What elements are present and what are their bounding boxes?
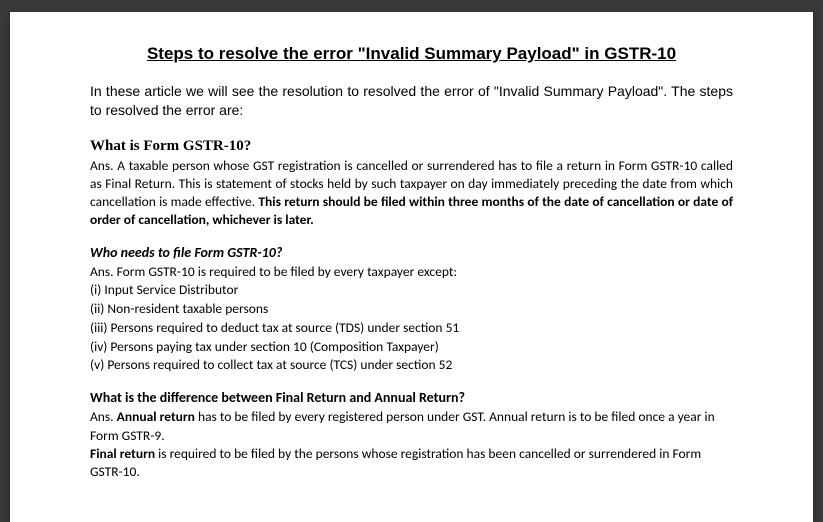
section2-list: (i) Input Service Distributor (ii) Non-r… (90, 281, 733, 375)
section2-intro-text: Form GSTR-10 is required to be filed by … (114, 263, 457, 280)
list-item: (iii) Persons required to deduct tax at … (90, 319, 733, 338)
section3-annual-return-label: Annual return (117, 408, 195, 425)
section3-heading: What is the difference between Final Ret… (90, 389, 733, 406)
section2-heading: Who needs to file Form GSTR-10? (90, 244, 733, 261)
list-item: (ii) Non-resident taxable persons (90, 300, 733, 319)
section3-line2-text: is required to be filed by the persons w… (90, 445, 701, 480)
section3-line1: Ans. Annual return has to be filed by ev… (90, 408, 733, 444)
section3-final-return-label: Final return (90, 445, 155, 462)
list-item: (iv) Persons paying tax under section 10… (90, 338, 733, 357)
list-item: (i) Input Service Distributor (90, 281, 733, 300)
document-page: Steps to resolve the error "Invalid Summ… (10, 12, 813, 522)
list-item: (v) Persons required to collect tax at s… (90, 356, 733, 375)
section3-line2: Final return is required to be filed by … (90, 445, 733, 481)
section2-intro: Ans. Form GSTR-10 is required to be file… (90, 263, 733, 281)
section3-ans-label: Ans. (90, 408, 117, 425)
section1-heading: What is Form GSTR-10? (90, 138, 733, 155)
section1-body: Ans. A taxable person whose GST registra… (90, 157, 733, 230)
intro-paragraph: In these article we will see the resolut… (90, 82, 733, 120)
page-title: Steps to resolve the error "Invalid Summ… (90, 44, 733, 64)
section2-ans-label: Ans. (90, 263, 114, 280)
